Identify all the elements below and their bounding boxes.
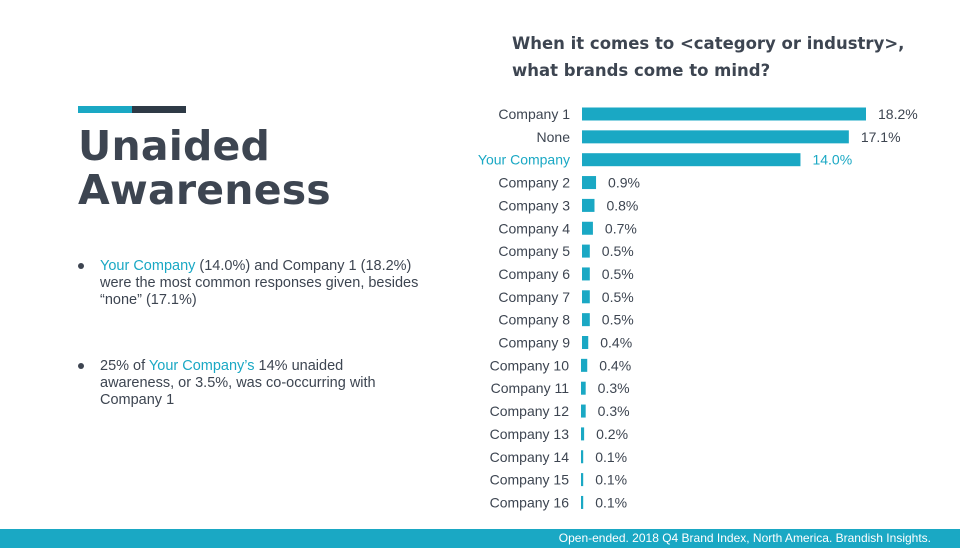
bar-company-5 [582, 244, 590, 258]
category-label-company-4: Company 4 [498, 220, 570, 236]
category-label-none: None [537, 129, 571, 145]
value-label-company-9: 0.4% [600, 335, 632, 351]
value-label-none: 17.1% [861, 129, 901, 145]
bar-company-7 [582, 290, 590, 304]
value-label-company-4: 0.7% [605, 220, 637, 236]
page-title-line1: Unaided [78, 122, 271, 170]
bar-company-4 [582, 221, 593, 235]
bar-company-8 [582, 313, 590, 327]
bullet2-post: 14% unaided awareness, or 3.5%, was co-o… [100, 358, 376, 408]
bar-company-6 [582, 267, 590, 281]
bar-company-14 [581, 450, 584, 464]
bullet-dot-icon [78, 363, 84, 369]
value-label-company-12: 0.3% [598, 403, 630, 419]
category-label-company-1: Company 1 [498, 106, 570, 122]
bar-company-1 [582, 107, 866, 121]
category-label-company-5: Company 5 [498, 243, 570, 259]
category-label-company-15: Company 15 [490, 472, 570, 488]
bar-company-10 [581, 358, 588, 372]
value-label-company-11: 0.3% [598, 380, 630, 396]
category-label-company-11: Company 11 [491, 380, 570, 396]
value-label-company-13: 0.2% [596, 426, 628, 442]
category-label-company-13: Company 13 [490, 426, 570, 442]
category-label-company-6: Company 6 [498, 266, 570, 282]
category-label-company-14: Company 14 [490, 449, 570, 465]
accent-bar-teal [78, 106, 132, 113]
category-label-company-12: Company 12 [490, 403, 570, 419]
chart-title-line2: what brands come to mind? [512, 61, 771, 80]
value-label-company-16: 0.1% [595, 494, 627, 510]
bar-company-2 [582, 176, 597, 190]
value-label-company-8: 0.5% [602, 312, 634, 328]
value-label-company-7: 0.5% [602, 289, 634, 305]
value-label-company-5: 0.5% [602, 243, 634, 259]
category-label-company-9: Company 9 [498, 335, 570, 351]
category-label-company-16: Company 16 [490, 494, 570, 510]
bullet1-highlight: Your Company [100, 258, 196, 274]
category-label-your-company: Your Company [478, 152, 570, 168]
chart-title: When it comes to <category or industry>,… [512, 30, 932, 84]
bullet2-highlight: Your Company’s [148, 358, 255, 374]
bullet-item-2: 25% of Your Company’s 14% unaided awaren… [78, 358, 390, 409]
bullet-dot-icon [78, 263, 84, 269]
accent-bar [78, 106, 186, 113]
bar-company-11 [581, 381, 586, 395]
category-label-company-10: Company 10 [490, 357, 570, 373]
category-label-company-7: Company 7 [498, 289, 570, 305]
accent-bar-dark [132, 106, 186, 113]
bullet-item-1: Your Company (14.0%) and Company 1 (18.2… [78, 258, 440, 309]
value-label-company-3: 0.8% [606, 197, 638, 213]
value-label-your-company: 14.0% [812, 152, 852, 168]
value-label-company-1: 18.2% [878, 106, 918, 122]
value-label-company-2: 0.9% [608, 175, 640, 191]
bar-company-3 [582, 198, 595, 212]
page-title: Unaided Awareness [78, 124, 378, 212]
chart-title-line1: When it comes to <category or industry>, [512, 34, 905, 53]
bullet1-text: (14.0%) and Company 1 (18.2%) were the m… [100, 258, 419, 308]
category-label-company-3: Company 3 [498, 197, 570, 213]
bar-company-13 [581, 427, 585, 441]
category-label-company-8: Company 8 [498, 312, 570, 328]
category-label-company-2: Company 2 [498, 175, 570, 191]
value-label-company-6: 0.5% [602, 266, 634, 282]
bar-company-9 [582, 336, 589, 349]
bar-none [582, 130, 849, 144]
footer-bar: Open-ended. 2018 Q4 Brand Index, North A… [0, 529, 960, 548]
page-title-line2: Awareness [78, 166, 331, 214]
bar-company-15 [581, 473, 584, 487]
bar-company-12 [581, 404, 586, 418]
bar-company-16 [581, 495, 584, 509]
footer-source-note: Open-ended. 2018 Q4 Brand Index, North A… [558, 531, 931, 545]
bullet2-pre: 25% of [100, 358, 149, 374]
value-label-company-14: 0.1% [595, 449, 627, 465]
value-label-company-10: 0.4% [599, 357, 631, 373]
bar-your-company [582, 153, 801, 167]
value-label-company-15: 0.1% [595, 472, 627, 488]
